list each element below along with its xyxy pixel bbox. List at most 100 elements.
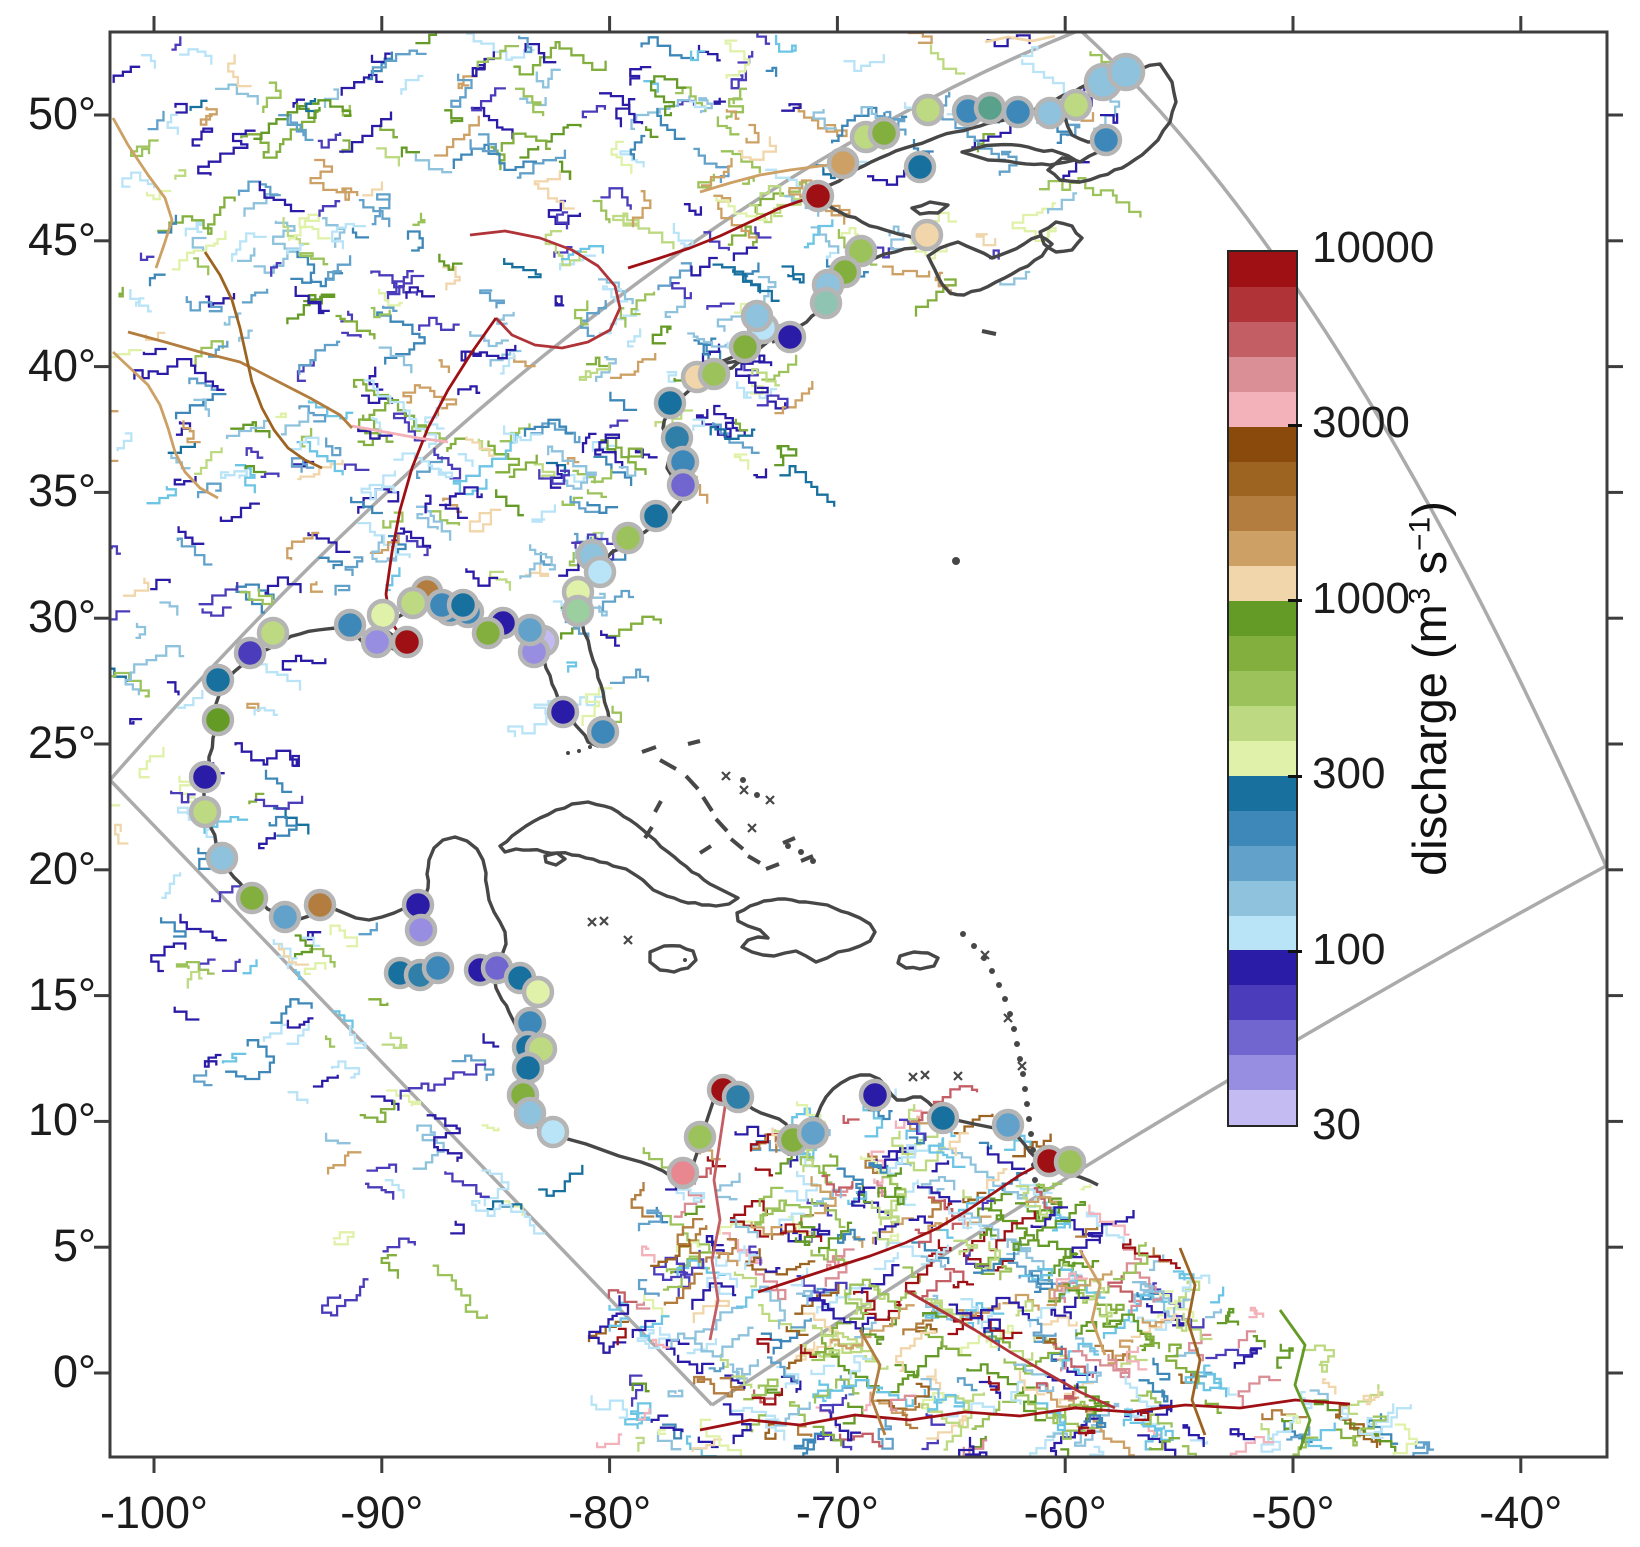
river-stream	[758, 1186, 784, 1207]
river-stream	[166, 681, 180, 696]
river-stream	[193, 398, 211, 417]
river-stream	[198, 582, 239, 606]
river-stream	[133, 357, 225, 392]
river-stream	[1192, 1371, 1213, 1378]
y-tick-label: 0°	[52, 1346, 96, 1397]
river-stream	[1260, 1415, 1299, 1453]
river-stream	[761, 354, 798, 381]
river-stream	[370, 1095, 400, 1111]
river-stream	[426, 1114, 463, 1162]
river-stream	[332, 1010, 354, 1029]
river-stream	[630, 95, 691, 131]
river-stream	[298, 340, 341, 375]
river-stream	[1012, 1133, 1052, 1158]
river-stream	[1248, 1306, 1265, 1319]
river-stream	[1144, 1425, 1166, 1451]
river-stream	[1040, 1316, 1078, 1327]
river-stream	[778, 1212, 805, 1226]
y-tick-label: 30°	[27, 591, 96, 643]
river-discharge-marker	[666, 468, 700, 502]
island-dot	[996, 982, 1002, 988]
river-discharge-marker	[1106, 52, 1146, 92]
river-stream	[508, 454, 538, 478]
river-stream	[262, 81, 282, 113]
coastline	[543, 851, 567, 867]
river-stream	[656, 1431, 682, 1451]
river-stream	[651, 1338, 670, 1349]
river-stream	[326, 1151, 362, 1175]
river-stream	[1023, 1394, 1047, 1422]
major-river	[351, 424, 449, 444]
river-stream	[787, 181, 808, 193]
river-stream	[708, 1362, 725, 1373]
river-stream	[566, 661, 578, 673]
river-stream	[370, 270, 398, 294]
river-stream	[519, 145, 540, 159]
river-stream	[975, 233, 997, 247]
colorbar-title-sup-1: −1	[1402, 516, 1436, 551]
river-stream	[177, 526, 205, 545]
river-stream	[331, 222, 366, 250]
river-discharge-marker	[513, 613, 547, 647]
island-x-mark	[739, 785, 749, 795]
river-stream	[1157, 1299, 1189, 1319]
island-x-mark	[980, 950, 990, 960]
y-tick-label: 20°	[27, 842, 96, 894]
river-stream	[1046, 1270, 1113, 1307]
river-stream	[573, 300, 589, 326]
river-stream	[1002, 1394, 1056, 1420]
river-stream	[981, 1199, 995, 1211]
river-stream	[438, 253, 463, 271]
river-stream	[779, 1223, 823, 1242]
river-stream	[601, 589, 635, 611]
river-stream	[286, 293, 336, 325]
river-stream	[225, 1039, 275, 1081]
river-stream	[1335, 1404, 1379, 1448]
river-stream	[842, 1402, 864, 1425]
river-stream	[775, 1153, 793, 1175]
river-stream	[670, 1326, 754, 1358]
river-stream	[517, 35, 533, 54]
island-dot	[1026, 1116, 1032, 1122]
river-stream	[925, 1298, 968, 1325]
river-discharge-marker	[205, 841, 239, 875]
colorbar-segment	[1229, 426, 1296, 462]
river-stream	[1340, 1407, 1349, 1421]
river-stream	[705, 1238, 737, 1263]
river-stream	[924, 1327, 972, 1357]
river-stream	[258, 181, 305, 213]
river-stream	[1096, 1302, 1125, 1315]
river-stream	[667, 1389, 684, 1398]
major-river	[858, 1329, 887, 1436]
colorbar-segment	[1229, 845, 1296, 881]
river-stream	[254, 795, 304, 810]
river-stream	[242, 959, 258, 975]
river-stream	[861, 1316, 876, 1333]
x-tick-label: -40°	[1479, 1487, 1563, 1538]
river-stream	[649, 75, 687, 117]
river-stream	[324, 1132, 351, 1145]
river-stream	[244, 464, 267, 474]
river-stream	[264, 769, 293, 794]
river-discharge-marker	[1089, 123, 1123, 157]
river-stream	[759, 1285, 786, 1330]
river-stream	[239, 588, 274, 606]
river-stream	[424, 494, 432, 514]
river-stream	[211, 885, 245, 903]
river-stream	[882, 265, 931, 278]
river-stream	[983, 1330, 1011, 1349]
river-stream	[699, 1418, 743, 1457]
river-stream	[810, 1198, 846, 1229]
river-stream	[343, 463, 370, 472]
river-stream	[1126, 1346, 1148, 1371]
river-stream	[546, 123, 582, 143]
river-stream	[671, 281, 692, 300]
x-tick-label: -90°	[340, 1487, 424, 1538]
river-stream	[1021, 59, 1075, 95]
river-stream	[499, 352, 515, 375]
river-stream	[341, 331, 362, 338]
river-stream	[382, 1237, 416, 1253]
y-tick-label: 5°	[52, 1220, 96, 1272]
island-x-mark	[908, 1072, 918, 1082]
colorbar-tick-label: 100	[1312, 924, 1386, 974]
